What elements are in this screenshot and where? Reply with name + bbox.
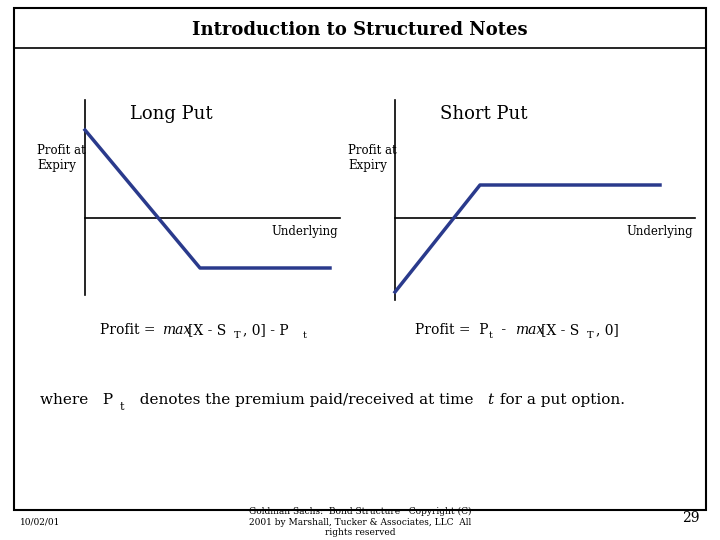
Text: max: max [515, 323, 544, 337]
Text: , 0] - P: , 0] - P [243, 323, 289, 337]
Text: 10/02/01: 10/02/01 [20, 517, 60, 526]
Text: where   P: where P [40, 393, 113, 407]
Text: t: t [489, 330, 493, 340]
Text: , 0]: , 0] [596, 323, 619, 337]
Text: T: T [587, 330, 593, 340]
Text: Profit at
Expiry: Profit at Expiry [348, 144, 397, 172]
Text: [X - S: [X - S [541, 323, 580, 337]
Text: [X - S: [X - S [188, 323, 226, 337]
Text: Introduction to Structured Notes: Introduction to Structured Notes [192, 21, 528, 39]
Text: Goldman Sachs:  Bond Structure   Copyright (C)
2001 by Marshall, Tucker & Associ: Goldman Sachs: Bond Structure Copyright … [248, 507, 472, 537]
Text: 29: 29 [683, 511, 700, 525]
Text: t: t [120, 402, 125, 412]
Text: Profit =: Profit = [100, 323, 160, 337]
Text: Profit =  P: Profit = P [415, 323, 488, 337]
Text: Underlying: Underlying [271, 225, 338, 238]
Text: -: - [497, 323, 510, 337]
Text: Underlying: Underlying [626, 225, 693, 238]
Text: t: t [487, 393, 493, 407]
Text: Profit at
Expiry: Profit at Expiry [37, 144, 86, 172]
Text: denotes the premium paid/received at time: denotes the premium paid/received at tim… [130, 393, 478, 407]
Text: for a put option.: for a put option. [495, 393, 625, 407]
Text: max: max [162, 323, 192, 337]
Text: t: t [303, 330, 307, 340]
Text: Long Put: Long Put [130, 105, 212, 123]
Text: Short Put: Short Put [440, 105, 528, 123]
Text: T: T [234, 330, 240, 340]
